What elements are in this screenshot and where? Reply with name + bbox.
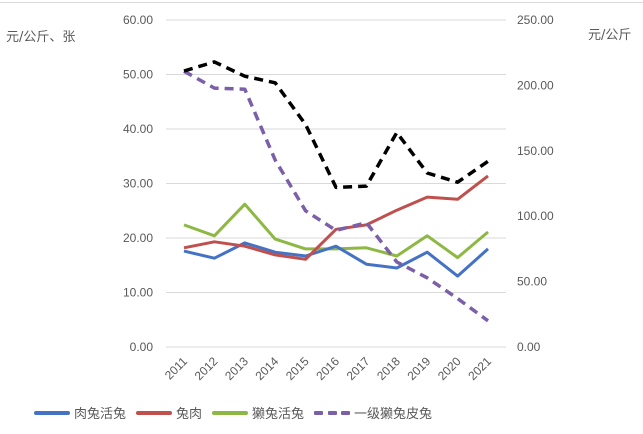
- legend-item: 獭兔活兔: [212, 403, 304, 422]
- series-line-獭兔活兔: [183, 202, 489, 260]
- series-line-一级獭兔皮(张): [183, 69, 490, 323]
- legend-swatch-icon: [314, 410, 351, 415]
- x-tick-label: 2019: [405, 354, 434, 383]
- legend-swatch-icon: [136, 410, 173, 415]
- series-line-兔肉: [183, 174, 489, 261]
- x-tick-label: 2016: [313, 354, 342, 383]
- right-tick-label: 150.00: [517, 144, 554, 158]
- x-tick-label: 2013: [222, 354, 251, 383]
- left-tick-label: 50.00: [123, 68, 153, 82]
- legend-item: 一级獭兔皮兔: [314, 403, 432, 422]
- left-axis-ticks: 0.00 10.00 20.00 30.00 40.00 50.00 60.00: [123, 13, 153, 354]
- x-tick-label: 2017: [344, 354, 373, 383]
- right-tick-label: 50.00: [517, 275, 547, 289]
- x-tick-label: 2018: [374, 354, 403, 383]
- top-border: [0, 2, 643, 3]
- legend: 肉兔活兔 兔肉 獭兔活兔 一级獭兔皮兔: [34, 403, 442, 422]
- legend-label: 一级獭兔皮兔: [354, 407, 433, 422]
- right-tick-label: 100.00: [517, 209, 554, 223]
- left-tick-label: 10.00: [123, 286, 153, 300]
- x-tick-label: 2012: [192, 354, 221, 383]
- series-line-unlabeled: [183, 60, 489, 190]
- x-axis-ticks: 2011 2012 2013 2014 2015 2016 2017 2018 2019 2020…: [162, 354, 494, 383]
- right-axis-unit-label: 元/公斤: [588, 28, 632, 43]
- left-tick-label: 60.00: [123, 13, 153, 27]
- left-tick-label: 30.00: [123, 177, 153, 191]
- x-tick-label: 2011: [162, 354, 190, 382]
- right-axis-ticks: 0.00 50.00 100.00 150.00 200.00 250.00: [517, 13, 554, 354]
- legend-label: 兔肉: [176, 407, 203, 422]
- left-tick-label: 40.00: [123, 122, 153, 136]
- legend-label: 肉兔活兔: [74, 407, 127, 422]
- legend-item: 兔肉: [136, 403, 202, 422]
- x-tick-label: 2014: [253, 354, 282, 383]
- legend-swatch-icon: [212, 410, 249, 415]
- series-lines: [183, 60, 490, 323]
- right-tick-label: 200.00: [517, 78, 554, 92]
- left-tick-label: 20.00: [123, 231, 153, 245]
- right-tick-label: 250.00: [517, 13, 554, 27]
- left-tick-label: 0.00: [130, 340, 154, 354]
- x-tick-label: 2020: [435, 354, 464, 383]
- right-tick-label: 0.00: [517, 340, 541, 354]
- x-tick-label: 2015: [283, 354, 312, 383]
- legend-swatch-icon: [34, 410, 70, 415]
- x-tick-label: 2021: [465, 354, 494, 383]
- legend-item: 肉兔活兔: [34, 403, 126, 422]
- left-axis-unit-label: 元/公斤、张: [6, 30, 76, 45]
- series-line-肉兔活兔: [183, 241, 490, 278]
- legend-label: 獭兔活兔: [252, 407, 305, 422]
